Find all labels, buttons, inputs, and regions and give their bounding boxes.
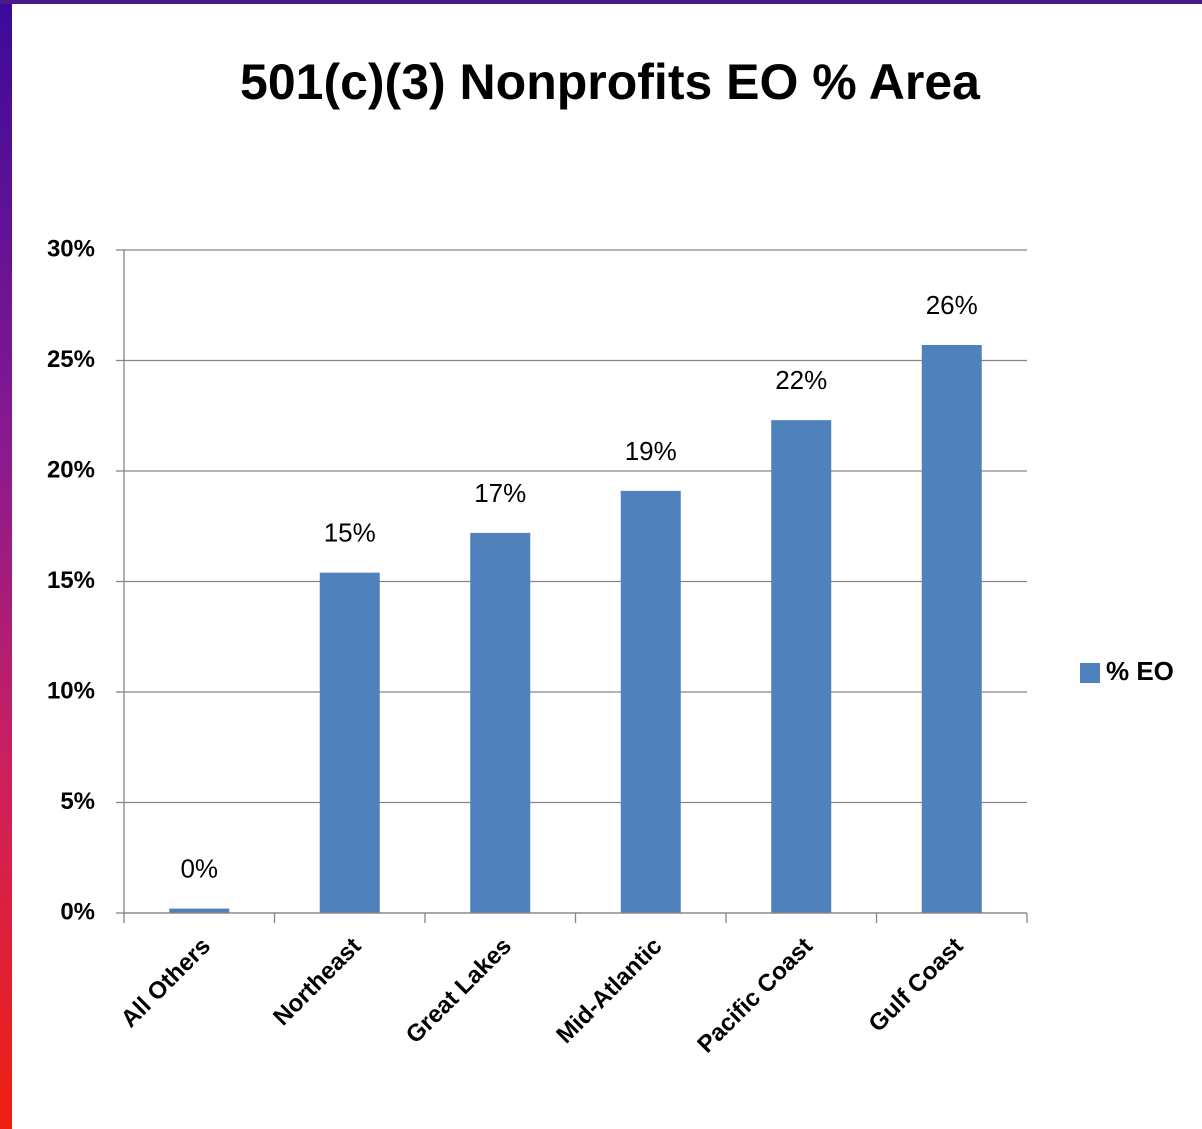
y-tick-label: 10% bbox=[47, 677, 95, 704]
value-label: 0% bbox=[180, 853, 218, 883]
value-label: 26% bbox=[926, 290, 978, 320]
x-tick-label: Pacific Coast bbox=[692, 933, 818, 1059]
legend-swatch bbox=[1080, 663, 1100, 683]
legend-label: % EO bbox=[1106, 656, 1174, 686]
bar bbox=[620, 490, 681, 913]
y-tick-label: 30% bbox=[47, 235, 95, 262]
x-tick-label: All Others bbox=[116, 933, 216, 1033]
bar bbox=[470, 532, 531, 913]
x-tick-label: Great Lakes bbox=[401, 933, 517, 1049]
value-label: 17% bbox=[474, 478, 526, 508]
y-tick-label: 25% bbox=[47, 346, 95, 373]
frame-stripe bbox=[0, 0, 1202, 4]
frame-stripe bbox=[0, 0, 12, 1129]
bar bbox=[169, 908, 230, 913]
y-tick-label: 0% bbox=[60, 898, 95, 925]
chart-title: 501(c)(3) Nonprofits EO % Area bbox=[240, 54, 980, 110]
y-tick-label: 20% bbox=[47, 456, 95, 483]
y-tick-label: 5% bbox=[60, 788, 95, 815]
value-label: 22% bbox=[775, 365, 827, 395]
value-label: 19% bbox=[625, 436, 677, 466]
bar bbox=[921, 345, 982, 913]
bar bbox=[771, 420, 832, 913]
y-tick-label: 15% bbox=[47, 567, 95, 594]
x-tick-label: Gulf Coast bbox=[864, 933, 969, 1038]
value-label: 15% bbox=[324, 518, 376, 548]
bar bbox=[319, 572, 380, 913]
x-tick-label: Mid-Atlantic bbox=[551, 933, 667, 1049]
x-tick-label: Northeast bbox=[268, 933, 366, 1031]
